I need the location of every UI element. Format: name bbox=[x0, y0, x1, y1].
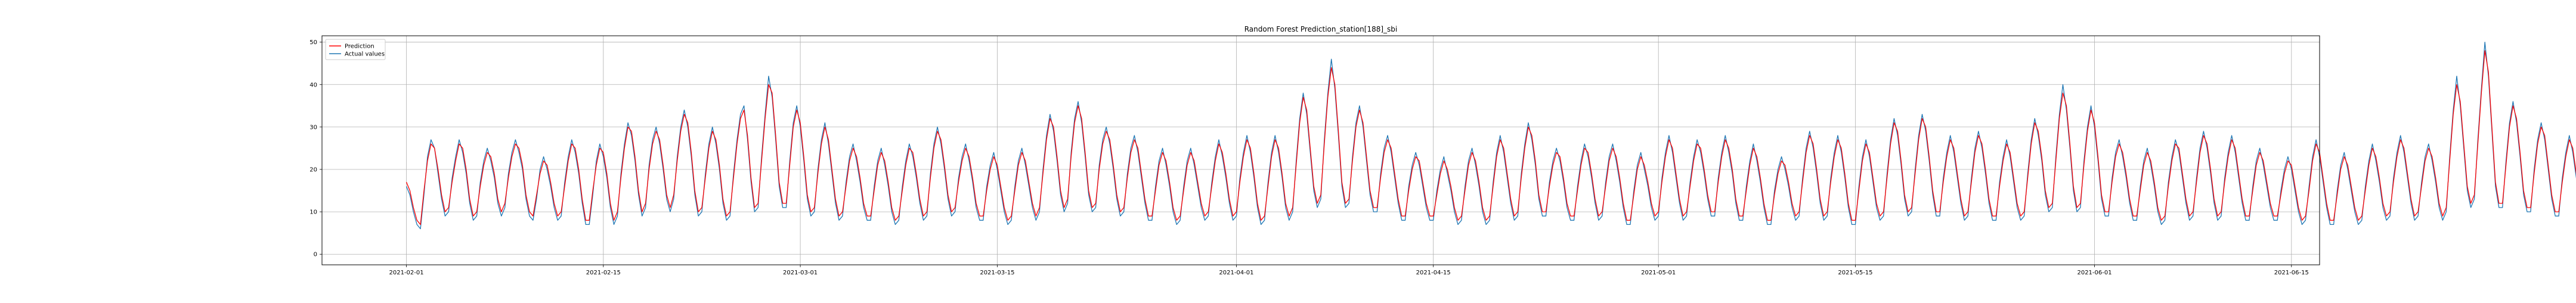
y-tick-label: 0 bbox=[314, 252, 317, 258]
chart-title: Random Forest Prediction_station[188]_sb… bbox=[1244, 25, 1398, 33]
x-tick-label: 2021-04-15 bbox=[1416, 270, 1451, 276]
legend-label: Actual values bbox=[345, 51, 385, 58]
x-tick-label: 2021-03-01 bbox=[783, 270, 818, 276]
x-tick-label: 2021-02-15 bbox=[586, 270, 621, 276]
y-tick-label: 40 bbox=[309, 82, 317, 88]
y-tick-label: 50 bbox=[309, 39, 317, 46]
x-tick-label: 2021-05-01 bbox=[1641, 270, 1676, 276]
x-tick-label: 2021-05-15 bbox=[1838, 270, 1872, 276]
y-tick-label: 20 bbox=[309, 167, 317, 174]
y-tick-label: 30 bbox=[309, 124, 317, 131]
x-tick-label: 2021-06-15 bbox=[2274, 270, 2309, 276]
x-tick-label: 2021-04-01 bbox=[1219, 270, 1253, 276]
x-tick-label: 2021-03-15 bbox=[980, 270, 1014, 276]
x-tick-label: 2021-02-01 bbox=[389, 270, 423, 276]
legend-label: Prediction bbox=[345, 44, 374, 50]
x-tick-label: 2021-06-01 bbox=[2077, 270, 2111, 276]
y-tick-label: 10 bbox=[309, 209, 317, 216]
